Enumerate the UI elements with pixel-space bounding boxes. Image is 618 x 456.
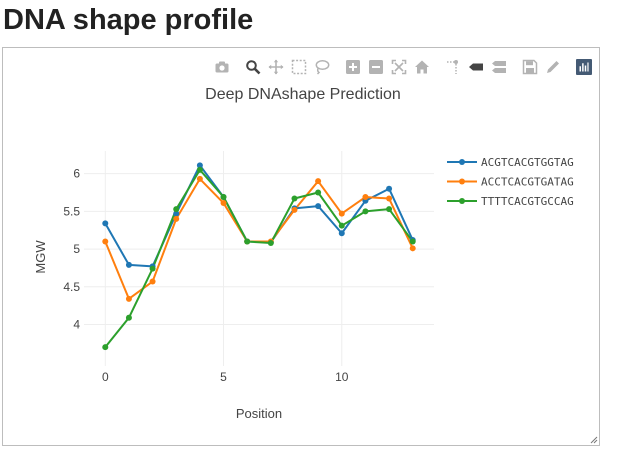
line-chart[interactable]: 4 4.5 5 5.5 6 0 5 10 ACGTCACGTGGTAG ACCTCACGTGA… — [3, 48, 599, 445]
x-tick-label: 5 — [220, 370, 227, 384]
data-point[interactable] — [125, 261, 132, 268]
data-point[interactable] — [220, 200, 227, 207]
data-point[interactable] — [244, 238, 251, 245]
data-point[interactable] — [362, 194, 369, 201]
data-point[interactable] — [125, 295, 132, 302]
modebar-group-logo — [570, 58, 593, 76]
spike-lines-icon[interactable] — [444, 58, 462, 76]
y-axis-label: MGW — [33, 240, 48, 274]
modebar-group-zoom — [339, 58, 431, 76]
pan-icon[interactable] — [267, 58, 285, 76]
zoom-in-icon[interactable] — [344, 58, 362, 76]
plotly-logo-icon[interactable] — [575, 58, 593, 76]
lasso-select-icon[interactable] — [313, 58, 331, 76]
data-point[interactable] — [315, 203, 322, 210]
data-point[interactable] — [102, 220, 109, 227]
data-point[interactable] — [173, 206, 180, 213]
data-point[interactable] — [267, 240, 274, 247]
series-line[interactable] — [104, 168, 414, 348]
legend-marker — [459, 159, 465, 165]
data-point[interactable] — [409, 245, 416, 252]
legend-label: TTTTCACGTGCCAG — [481, 195, 574, 208]
reset-axes-icon[interactable] — [413, 58, 431, 76]
legend-label: ACGTCACGTGGTAG — [481, 156, 574, 169]
y-tick-label: 5.5 — [63, 204, 80, 218]
legend-item[interactable]: ACCTCACGTGATAG — [447, 176, 574, 189]
legend-marker — [459, 178, 465, 185]
modebar-group-export — [208, 58, 231, 76]
data-point[interactable] — [291, 195, 298, 202]
hover-compare-icon[interactable] — [490, 58, 508, 76]
y-tick-label: 5 — [73, 242, 80, 256]
data-point[interactable] — [291, 206, 298, 213]
chart-title: Deep DNAshape Prediction — [205, 86, 401, 103]
data-point[interactable] — [125, 314, 132, 321]
zoom-icon[interactable] — [244, 58, 262, 76]
data-point[interactable] — [196, 166, 203, 173]
data-point[interactable] — [386, 195, 393, 202]
data-point[interactable] — [338, 222, 345, 229]
resize-grip-icon[interactable] — [588, 434, 598, 444]
x-axis-label: Position — [236, 406, 282, 421]
data-point[interactable] — [362, 208, 369, 215]
camera-icon[interactable] — [213, 58, 231, 76]
edit-icon[interactable] — [544, 58, 562, 76]
y-tick-label: 4 — [73, 318, 80, 332]
legend-item[interactable]: ACGTCACGTGGTAG — [447, 156, 574, 169]
data-point[interactable] — [102, 344, 109, 351]
modebar-group-hover — [439, 58, 508, 76]
data-point[interactable] — [315, 189, 322, 196]
plot-container: 4 4.5 5 5.5 6 0 5 10 ACGTCACGTGGTAG ACCTCACGTGA… — [2, 47, 600, 446]
data-point[interactable] — [315, 178, 322, 185]
legend-item[interactable]: TTTTCACGTGCCAG — [447, 195, 574, 208]
legend-label: ACCTCACGTGATAG — [481, 176, 574, 189]
save-icon[interactable] — [521, 58, 539, 76]
modebar-group-drag — [239, 58, 331, 76]
legend-marker — [459, 198, 465, 204]
data-point[interactable] — [220, 194, 227, 201]
series-line[interactable] — [104, 164, 414, 268]
data-point[interactable] — [338, 230, 345, 237]
x-tick-label: 0 — [102, 370, 109, 384]
data-point[interactable] — [173, 215, 180, 222]
data-point[interactable] — [149, 278, 156, 285]
modebar — [200, 58, 593, 76]
data-point[interactable] — [149, 265, 156, 272]
data-point[interactable] — [173, 210, 180, 217]
hover-closest-icon[interactable] — [467, 58, 485, 76]
data-point[interactable] — [386, 206, 393, 213]
zoom-out-icon[interactable] — [367, 58, 385, 76]
x-tick-label: 10 — [335, 370, 349, 384]
y-tick-label: 4.5 — [63, 280, 80, 294]
data-point[interactable] — [386, 185, 393, 192]
data-point[interactable] — [196, 175, 203, 182]
modebar-group-edit — [516, 58, 562, 76]
data-point[interactable] — [338, 210, 345, 217]
data-point[interactable] — [196, 162, 203, 169]
data-point[interactable] — [409, 238, 416, 245]
autoscale-icon[interactable] — [390, 58, 408, 76]
data-point[interactable] — [102, 238, 109, 245]
page-heading: DNA shape profile — [3, 4, 254, 36]
y-tick-label: 6 — [73, 167, 80, 181]
box-select-icon[interactable] — [290, 58, 308, 76]
